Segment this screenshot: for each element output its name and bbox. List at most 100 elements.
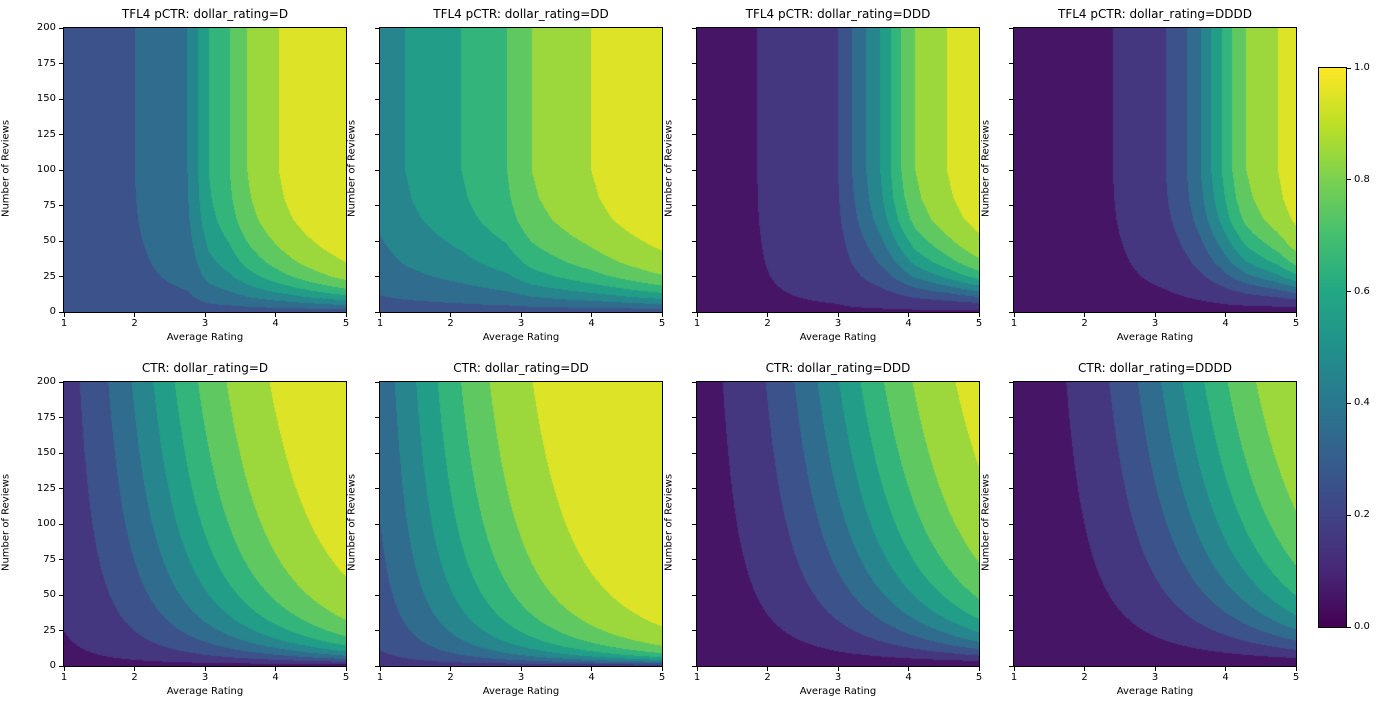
x-tick-mark bbox=[661, 667, 663, 671]
y-tick-label: 0 bbox=[49, 306, 56, 317]
x-axis-label: Average Rating bbox=[799, 686, 877, 697]
contour-canvas-ctr-DDD bbox=[696, 381, 980, 667]
x-tick-mark bbox=[696, 313, 698, 317]
x-tick-label: 4 bbox=[1222, 672, 1229, 683]
y-tick-mark bbox=[59, 276, 63, 277]
y-tick-mark bbox=[1009, 240, 1013, 242]
y-tick-mark bbox=[375, 134, 379, 135]
contour-canvas-ctr-DD bbox=[379, 381, 663, 667]
y-tick-label: 150 bbox=[36, 93, 56, 104]
x-tick-label: 4 bbox=[905, 672, 912, 683]
colorbar-tick-mark bbox=[1347, 626, 1351, 628]
x-tick-mark bbox=[1225, 667, 1226, 671]
colorbar-tick-label: 0.8 bbox=[1354, 173, 1370, 185]
y-tick-mark bbox=[692, 381, 696, 383]
y-tick-mark bbox=[59, 311, 63, 313]
y-tick-mark bbox=[59, 417, 63, 418]
y-tick-label: 25 bbox=[43, 270, 56, 282]
x-tick-label: 2 bbox=[1081, 318, 1088, 329]
y-tick-mark bbox=[692, 98, 696, 100]
x-tick-label: 5 bbox=[975, 672, 983, 683]
y-tick-mark bbox=[1009, 594, 1013, 596]
y-tick-label: 50 bbox=[43, 235, 56, 246]
x-tick-mark bbox=[1295, 313, 1297, 317]
x-tick-mark bbox=[520, 313, 522, 317]
y-axis-label: Number of Reviews bbox=[346, 473, 358, 572]
y-tick-mark bbox=[692, 276, 696, 277]
y-tick-mark bbox=[375, 452, 379, 454]
y-tick-label: 125 bbox=[36, 482, 56, 494]
plot-title-pctr-D: TFL4 pCTR: dollar_rating=D bbox=[121, 7, 289, 21]
x-tick-label: 5 bbox=[975, 318, 983, 329]
x-tick-label: 5 bbox=[1292, 672, 1300, 683]
x-axis-label: Average Rating bbox=[1116, 686, 1194, 697]
x-tick-mark bbox=[379, 313, 381, 317]
plot-title-pctr-DDD: TFL4 pCTR: dollar_rating=DDD bbox=[745, 7, 931, 21]
plot-title-ctr-DDD: CTR: dollar_rating=DDD bbox=[765, 361, 911, 375]
y-tick-mark bbox=[375, 523, 379, 525]
y-tick-mark bbox=[692, 240, 696, 242]
y-tick-mark bbox=[375, 665, 379, 667]
y-tick-mark bbox=[375, 63, 379, 64]
colorbar-tick-label: 0.4 bbox=[1354, 397, 1370, 409]
x-tick-mark bbox=[63, 667, 65, 671]
x-tick-label: 4 bbox=[588, 672, 595, 683]
x-tick-label: 1 bbox=[1010, 318, 1018, 329]
x-tick-label: 1 bbox=[376, 318, 384, 329]
y-tick-mark bbox=[1009, 630, 1013, 631]
y-tick-mark bbox=[375, 417, 379, 418]
y-tick-mark bbox=[59, 488, 63, 489]
y-tick-mark bbox=[692, 63, 696, 64]
y-tick-mark bbox=[1009, 27, 1013, 29]
y-tick-mark bbox=[59, 594, 63, 596]
x-tick-label: 1 bbox=[376, 672, 384, 683]
x-tick-label: 3 bbox=[1151, 318, 1159, 329]
contour-canvas-pctr-D bbox=[63, 27, 347, 313]
x-tick-label: 3 bbox=[1151, 672, 1159, 683]
y-tick-mark bbox=[375, 488, 379, 489]
x-tick-label: 4 bbox=[588, 318, 595, 329]
y-tick-label: 200 bbox=[36, 376, 56, 387]
y-tick-mark bbox=[375, 205, 379, 206]
colorbar-tick-label: 0.6 bbox=[1354, 285, 1370, 297]
y-tick-mark bbox=[1009, 169, 1013, 171]
x-tick-label: 2 bbox=[764, 672, 771, 683]
x-tick-label: 5 bbox=[342, 318, 350, 329]
x-tick-mark bbox=[275, 313, 276, 317]
x-tick-label: 2 bbox=[447, 318, 454, 329]
x-tick-label: 5 bbox=[1292, 318, 1300, 329]
y-tick-mark bbox=[375, 240, 379, 242]
y-axis-label: Number of Reviews bbox=[0, 119, 12, 218]
x-tick-label: 5 bbox=[658, 318, 666, 329]
y-tick-label: 175 bbox=[36, 57, 56, 69]
y-tick-label: 100 bbox=[36, 164, 56, 175]
x-tick-mark bbox=[837, 313, 839, 317]
y-tick-mark bbox=[692, 169, 696, 171]
y-tick-mark bbox=[59, 169, 63, 171]
y-tick-label: 125 bbox=[36, 128, 56, 140]
y-tick-mark bbox=[1009, 452, 1013, 454]
y-axis-label: Number of Reviews bbox=[980, 119, 992, 218]
x-tick-label: 3 bbox=[201, 672, 209, 683]
plot-title-ctr-DD: CTR: dollar_rating=DD bbox=[453, 361, 589, 375]
y-tick-mark bbox=[59, 27, 63, 29]
x-axis-label: Average Rating bbox=[799, 332, 877, 343]
y-tick-mark bbox=[692, 205, 696, 206]
colorbar-tick-mark bbox=[1347, 67, 1351, 69]
colorbar-tick-label: 0.2 bbox=[1354, 509, 1370, 521]
x-tick-mark bbox=[696, 667, 698, 671]
x-tick-label: 2 bbox=[131, 318, 138, 329]
x-tick-mark bbox=[520, 667, 522, 671]
x-tick-mark bbox=[908, 667, 909, 671]
x-axis-label: Average Rating bbox=[482, 332, 560, 343]
x-axis-label: Average Rating bbox=[1116, 332, 1194, 343]
y-tick-mark bbox=[59, 452, 63, 454]
y-tick-mark bbox=[375, 169, 379, 171]
x-tick-label: 4 bbox=[905, 318, 912, 329]
x-axis-label: Average Rating bbox=[166, 686, 244, 697]
x-tick-mark bbox=[767, 667, 768, 671]
y-tick-mark bbox=[1009, 523, 1013, 525]
y-tick-mark bbox=[375, 98, 379, 100]
x-tick-mark bbox=[978, 667, 980, 671]
x-tick-mark bbox=[275, 667, 276, 671]
